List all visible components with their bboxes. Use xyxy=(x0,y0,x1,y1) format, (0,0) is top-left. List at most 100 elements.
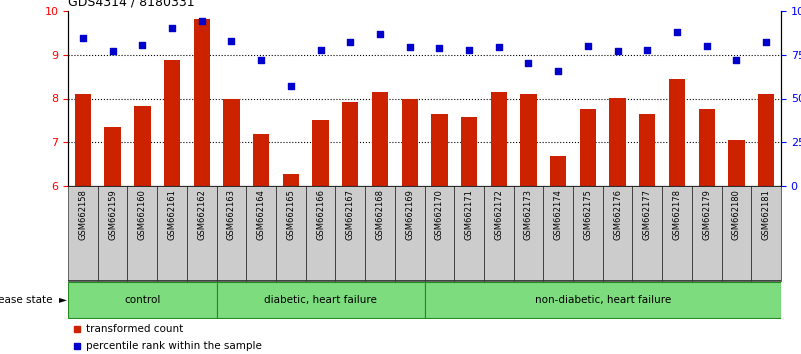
Bar xyxy=(216,186,247,281)
Text: percentile rank within the sample: percentile rank within the sample xyxy=(86,341,262,351)
Text: GSM662172: GSM662172 xyxy=(494,189,503,240)
Bar xyxy=(722,186,751,281)
Text: GSM662168: GSM662168 xyxy=(376,189,384,240)
Text: GSM662161: GSM662161 xyxy=(167,189,176,240)
Point xyxy=(166,25,179,30)
Bar xyxy=(187,186,216,281)
Point xyxy=(403,44,416,50)
Point xyxy=(77,35,90,41)
Bar xyxy=(610,98,626,186)
Bar xyxy=(247,186,276,281)
Bar xyxy=(698,109,714,186)
Bar xyxy=(491,92,507,186)
Text: transformed count: transformed count xyxy=(86,324,183,334)
Bar xyxy=(521,94,537,186)
Bar xyxy=(692,186,722,281)
Point xyxy=(107,48,119,54)
Bar xyxy=(135,106,151,186)
Bar xyxy=(669,79,685,186)
Point xyxy=(641,47,654,52)
Bar xyxy=(127,186,157,281)
Text: GSM662176: GSM662176 xyxy=(613,189,622,240)
Bar xyxy=(550,156,566,186)
Text: GSM662178: GSM662178 xyxy=(673,189,682,240)
Bar xyxy=(401,98,418,186)
Point xyxy=(670,29,683,35)
Bar xyxy=(728,140,745,186)
Text: GSM662164: GSM662164 xyxy=(256,189,266,240)
Bar xyxy=(276,186,306,281)
Bar xyxy=(253,133,269,186)
Bar xyxy=(312,120,328,186)
Bar xyxy=(223,98,239,186)
Text: GSM662163: GSM662163 xyxy=(227,189,236,240)
Text: GSM662162: GSM662162 xyxy=(197,189,206,240)
Text: GSM662174: GSM662174 xyxy=(553,189,562,240)
Text: diabetic, heart failure: diabetic, heart failure xyxy=(264,295,377,305)
Bar xyxy=(639,114,655,186)
Text: GSM662167: GSM662167 xyxy=(346,189,355,240)
Bar xyxy=(68,282,216,318)
Bar xyxy=(425,186,454,281)
Text: GSM662170: GSM662170 xyxy=(435,189,444,240)
Bar xyxy=(336,186,365,281)
Point xyxy=(759,39,772,45)
Text: GSM662159: GSM662159 xyxy=(108,189,117,240)
Point xyxy=(552,69,565,74)
Bar xyxy=(342,102,358,186)
Text: GSM662181: GSM662181 xyxy=(762,189,771,240)
Bar xyxy=(68,186,98,281)
Bar xyxy=(602,186,633,281)
Point xyxy=(493,44,505,50)
Bar xyxy=(513,186,543,281)
Point xyxy=(284,84,297,89)
Bar xyxy=(454,186,484,281)
Point xyxy=(611,48,624,54)
Bar xyxy=(461,117,477,186)
Text: GSM662158: GSM662158 xyxy=(78,189,87,240)
Bar xyxy=(98,186,127,281)
Point xyxy=(700,43,713,49)
Bar xyxy=(484,186,513,281)
Bar xyxy=(758,94,775,186)
Text: GSM662160: GSM662160 xyxy=(138,189,147,240)
Bar xyxy=(306,186,336,281)
Text: GSM662165: GSM662165 xyxy=(287,189,296,240)
Bar xyxy=(633,186,662,281)
Point xyxy=(314,47,327,53)
Bar xyxy=(580,109,596,186)
Bar xyxy=(164,61,180,186)
Point xyxy=(433,45,446,51)
Bar xyxy=(751,186,781,281)
Point xyxy=(730,57,743,63)
Text: GSM662180: GSM662180 xyxy=(732,189,741,240)
Bar xyxy=(74,94,91,186)
Point xyxy=(344,39,356,45)
Point xyxy=(522,60,535,65)
Bar xyxy=(157,186,187,281)
Bar xyxy=(104,127,121,186)
Text: GDS4314 / 8180331: GDS4314 / 8180331 xyxy=(68,0,195,8)
Bar xyxy=(216,282,425,318)
Bar xyxy=(543,186,573,281)
Text: non-diabetic, heart failure: non-diabetic, heart failure xyxy=(534,295,671,305)
Text: GSM662179: GSM662179 xyxy=(702,189,711,240)
Text: GSM662177: GSM662177 xyxy=(643,189,652,240)
Text: GSM662171: GSM662171 xyxy=(465,189,473,240)
Text: GSM662166: GSM662166 xyxy=(316,189,325,240)
Bar xyxy=(662,186,692,281)
Bar xyxy=(431,114,448,186)
Bar xyxy=(365,186,395,281)
Point xyxy=(373,31,386,36)
Bar xyxy=(395,186,425,281)
Text: GSM662169: GSM662169 xyxy=(405,189,414,240)
Point xyxy=(255,57,268,63)
Text: GSM662173: GSM662173 xyxy=(524,189,533,240)
Text: GSM662175: GSM662175 xyxy=(583,189,593,240)
Point xyxy=(136,42,149,48)
Text: disease state  ►: disease state ► xyxy=(0,295,67,305)
Point xyxy=(225,38,238,44)
Bar xyxy=(425,282,781,318)
Point xyxy=(463,47,476,53)
Bar xyxy=(194,19,210,186)
